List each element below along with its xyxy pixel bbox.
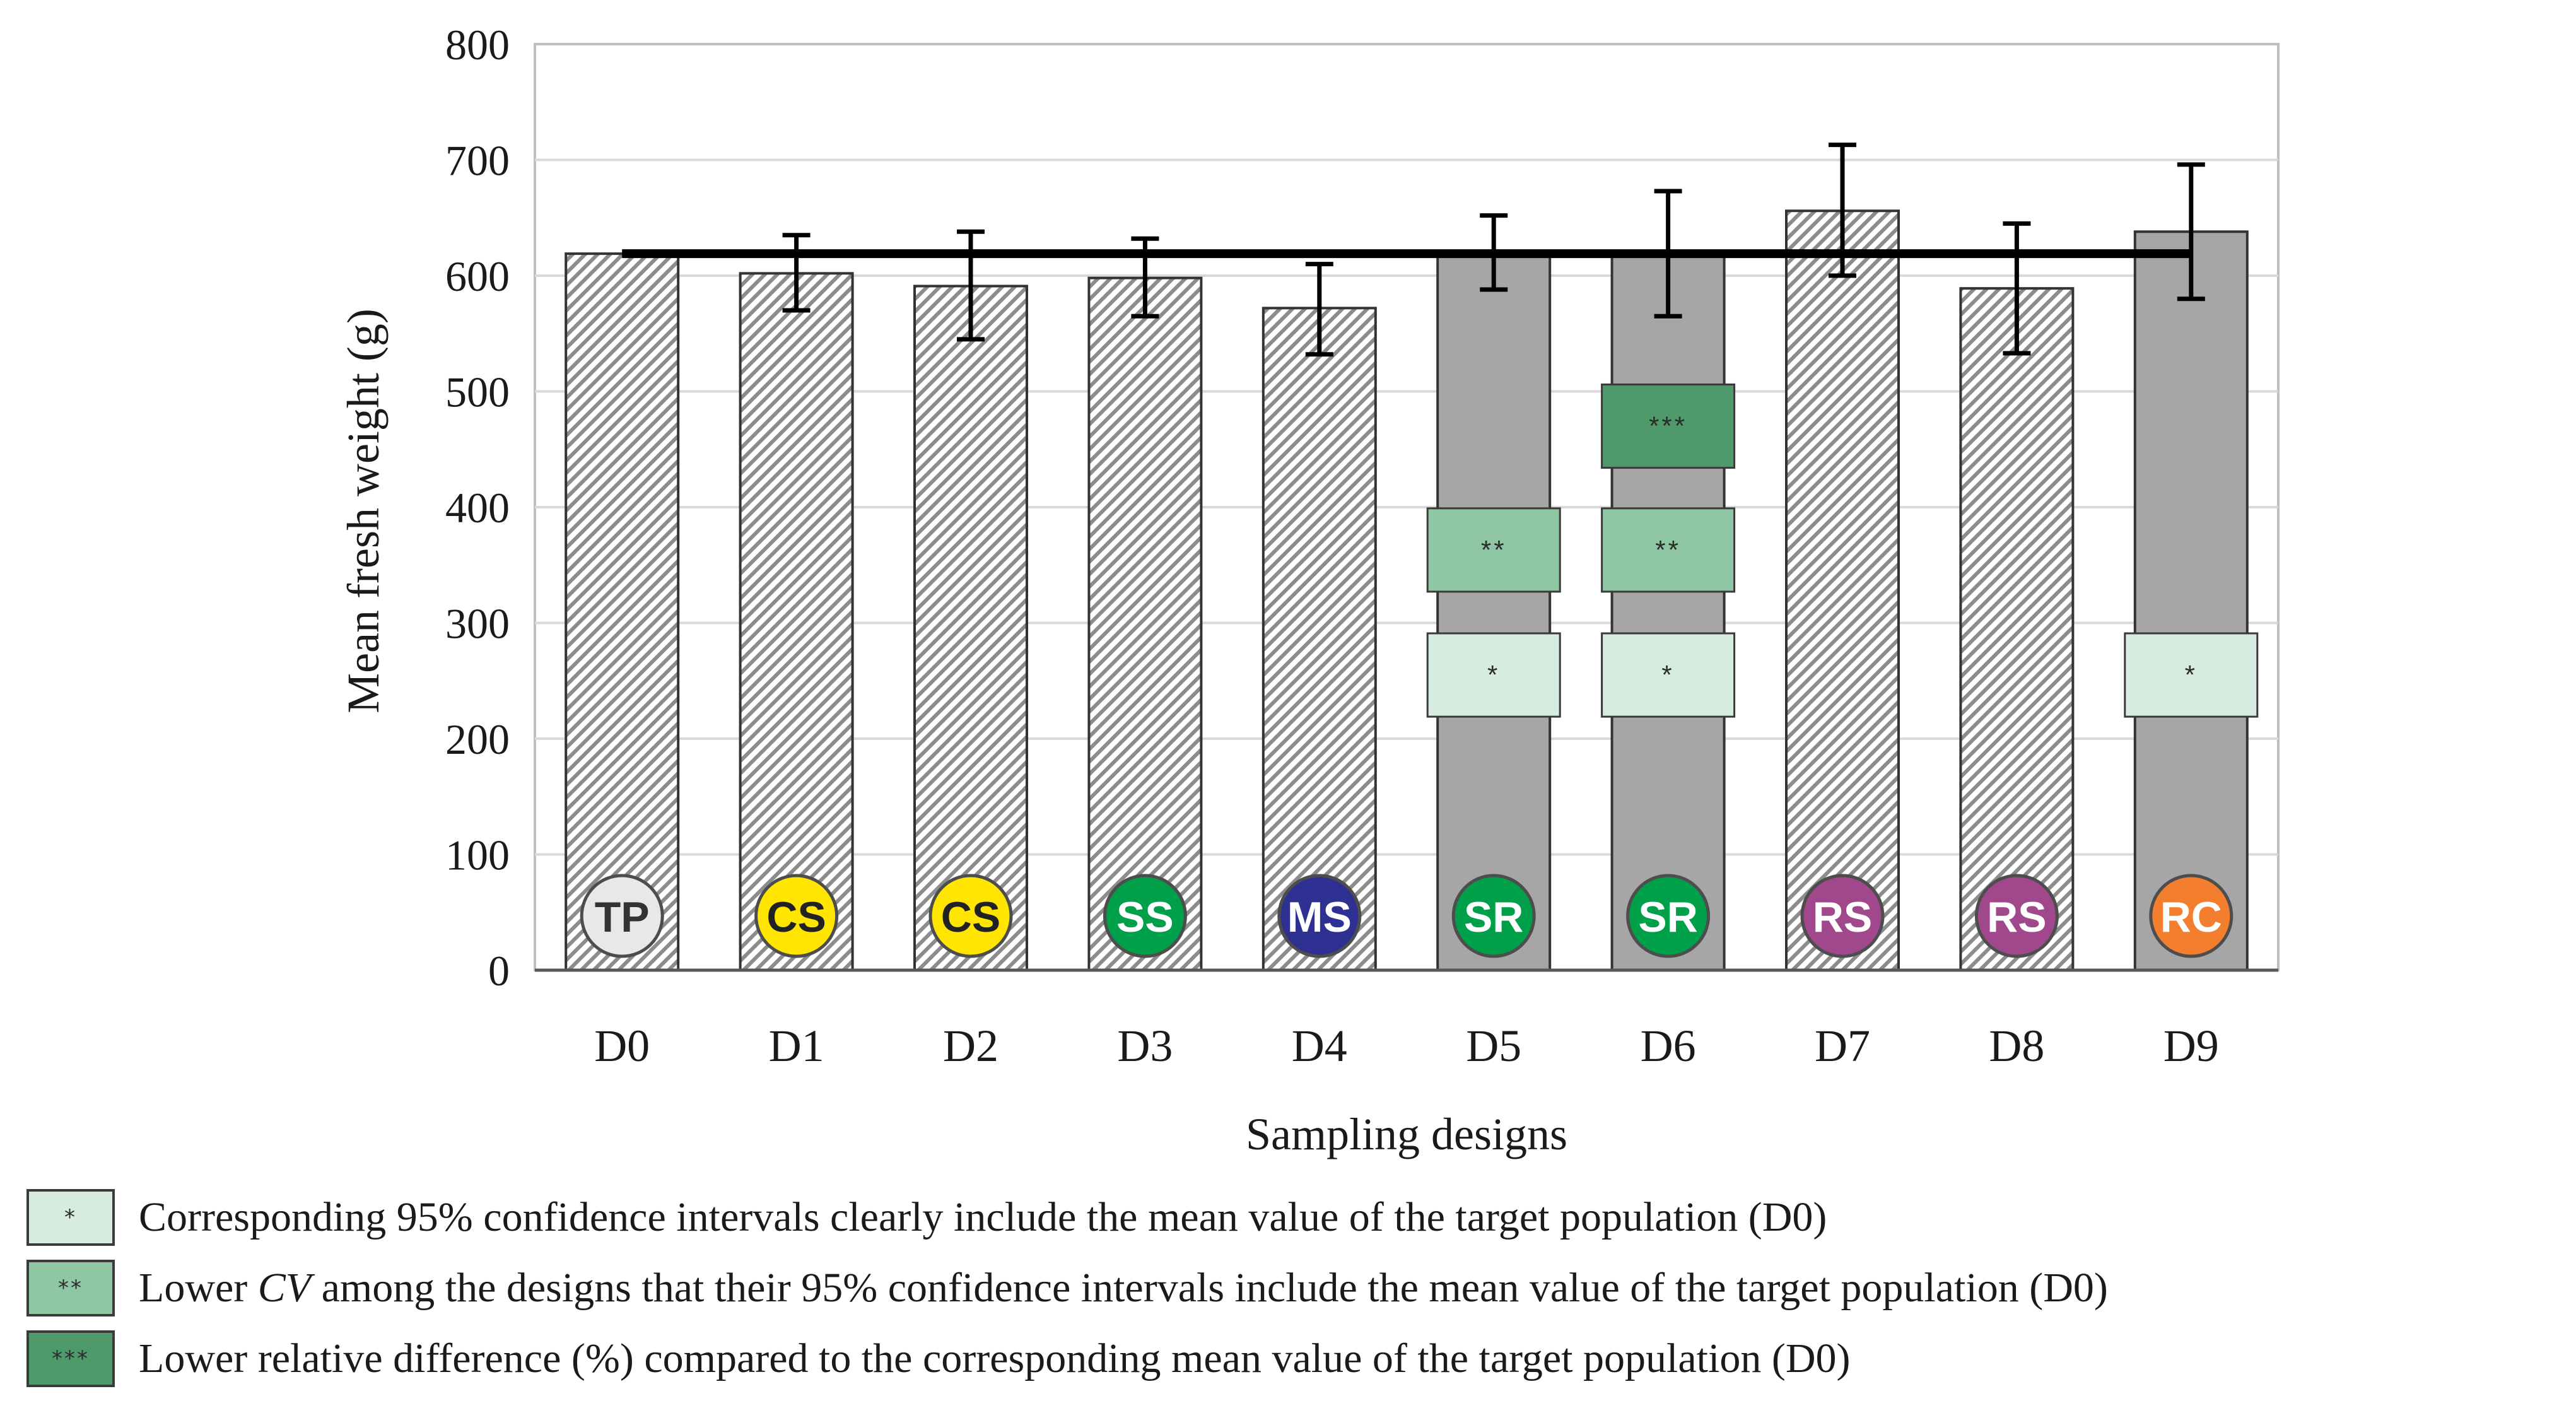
design-icon-cs [754, 874, 839, 958]
y-tick-label: 0 [488, 947, 510, 995]
legend-swatch-2: ** [26, 1260, 115, 1316]
design-icon-sr [1451, 874, 1536, 958]
legend-item-3: *** Lower relative difference (%) compar… [26, 1330, 2568, 1401]
bar-d9 [2133, 230, 2249, 971]
marker-symbol: *** [1649, 411, 1687, 441]
bar-d2 [913, 284, 1028, 971]
x-tick-label: D9 [2163, 1021, 2219, 1071]
design-icon-sr [1626, 874, 1711, 958]
y-tick-label: 100 [445, 831, 510, 879]
y-tick-label: 600 [445, 252, 510, 300]
y-tick-label: 500 [445, 368, 510, 416]
marker-box-level-2 [1426, 507, 1561, 593]
design-code-label: CS [941, 893, 1000, 941]
x-axis-label: Sampling designs [1246, 1109, 1567, 1159]
bar-d1 [739, 272, 854, 972]
design-icon-tp [580, 874, 664, 958]
legend-item-1: * Corresponding 95% confidence intervals… [26, 1189, 2568, 1260]
x-tick-label: D2 [943, 1021, 998, 1071]
bar-chart: ********** TP CS CS SS MS SR SR RS RS RC 01002003… [338, 21, 2280, 1159]
design-icon-cs [928, 874, 1013, 958]
x-tick-label: D1 [769, 1021, 824, 1071]
design-code-label: SR [1464, 893, 1523, 941]
bar-d8 [1959, 287, 2075, 971]
legend-text-1: Corresponding 95% confidence intervals c… [139, 1194, 1827, 1240]
marker-symbol: ** [1655, 535, 1681, 565]
design-code-label: MS [1287, 893, 1352, 941]
design-icon-rc [2149, 874, 2234, 958]
x-tick-label: D6 [1641, 1021, 1696, 1071]
y-tick-label: 300 [445, 600, 510, 648]
y-tick-label: 700 [445, 137, 510, 185]
y-axis-label: Mean fresh weight (g) [338, 308, 389, 713]
marker-box-level-3 [1601, 383, 1736, 469]
y-tick-label: 800 [445, 21, 510, 69]
axes: 0 100 200 300 400 500 600 700 800 D0 D1 D2 D3 D4 D5 D6 D… [445, 21, 2278, 1071]
bar-d7 [1785, 209, 1900, 971]
bar-d3 [1087, 276, 1203, 971]
bar-d0 [565, 252, 680, 971]
bar-d5 [1436, 251, 1552, 971]
design-icon-ms [1277, 874, 1362, 958]
legend: * Corresponding 95% confidence intervals… [26, 1189, 2568, 1401]
x-tick-label: D3 [1117, 1021, 1173, 1071]
legend-swatch-3: *** [26, 1330, 115, 1387]
x-tick-label: D0 [594, 1021, 650, 1071]
legend-text-2: Lower CV among the designs that their 95… [139, 1265, 2108, 1311]
bar-d4 [1262, 307, 1377, 971]
design-icon-ss [1103, 874, 1187, 958]
y-tick-label: 400 [445, 484, 510, 532]
design-code-label: RC [2160, 893, 2222, 941]
x-tick-label: D8 [1989, 1021, 2044, 1071]
x-tick-label: D4 [1292, 1021, 1347, 1071]
x-tick-label: D7 [1815, 1021, 1870, 1071]
marker-box-level-1 [2124, 632, 2259, 718]
x-tick-label: D5 [1466, 1021, 1521, 1071]
y-tick-label: 200 [445, 715, 510, 763]
marker-box-level-1 [1426, 632, 1561, 718]
design-code-label: RS [1987, 893, 2046, 941]
marker-box-level-2 [1601, 507, 1736, 593]
significance-markers: ********** [1426, 383, 2259, 718]
marker-symbol: * [2185, 660, 2198, 689]
bar-d6 [1610, 252, 1726, 971]
legend-item-2: ** Lower CV among the designs that their… [26, 1260, 2568, 1330]
design-icons: TP CS CS SS MS SR SR RS RS RC [580, 874, 2234, 958]
design-icon-rs [1800, 874, 1885, 958]
design-code-label: SR [1638, 893, 1697, 941]
design-code-label: SS [1116, 893, 1174, 941]
marker-symbol: * [1661, 660, 1674, 689]
marker-symbol: * [1487, 660, 1500, 689]
design-code-label: RS [1813, 893, 1872, 941]
marker-box-level-1 [1601, 632, 1736, 718]
design-icon-rs [1974, 874, 2059, 958]
design-code-label: TP [595, 893, 650, 941]
legend-text-3: Lower relative difference (%) compared t… [139, 1335, 1851, 1381]
legend-swatch-1: * [26, 1189, 115, 1246]
bars [565, 143, 2249, 972]
marker-symbol: ** [1481, 535, 1507, 565]
design-code-label: CS [766, 893, 826, 941]
